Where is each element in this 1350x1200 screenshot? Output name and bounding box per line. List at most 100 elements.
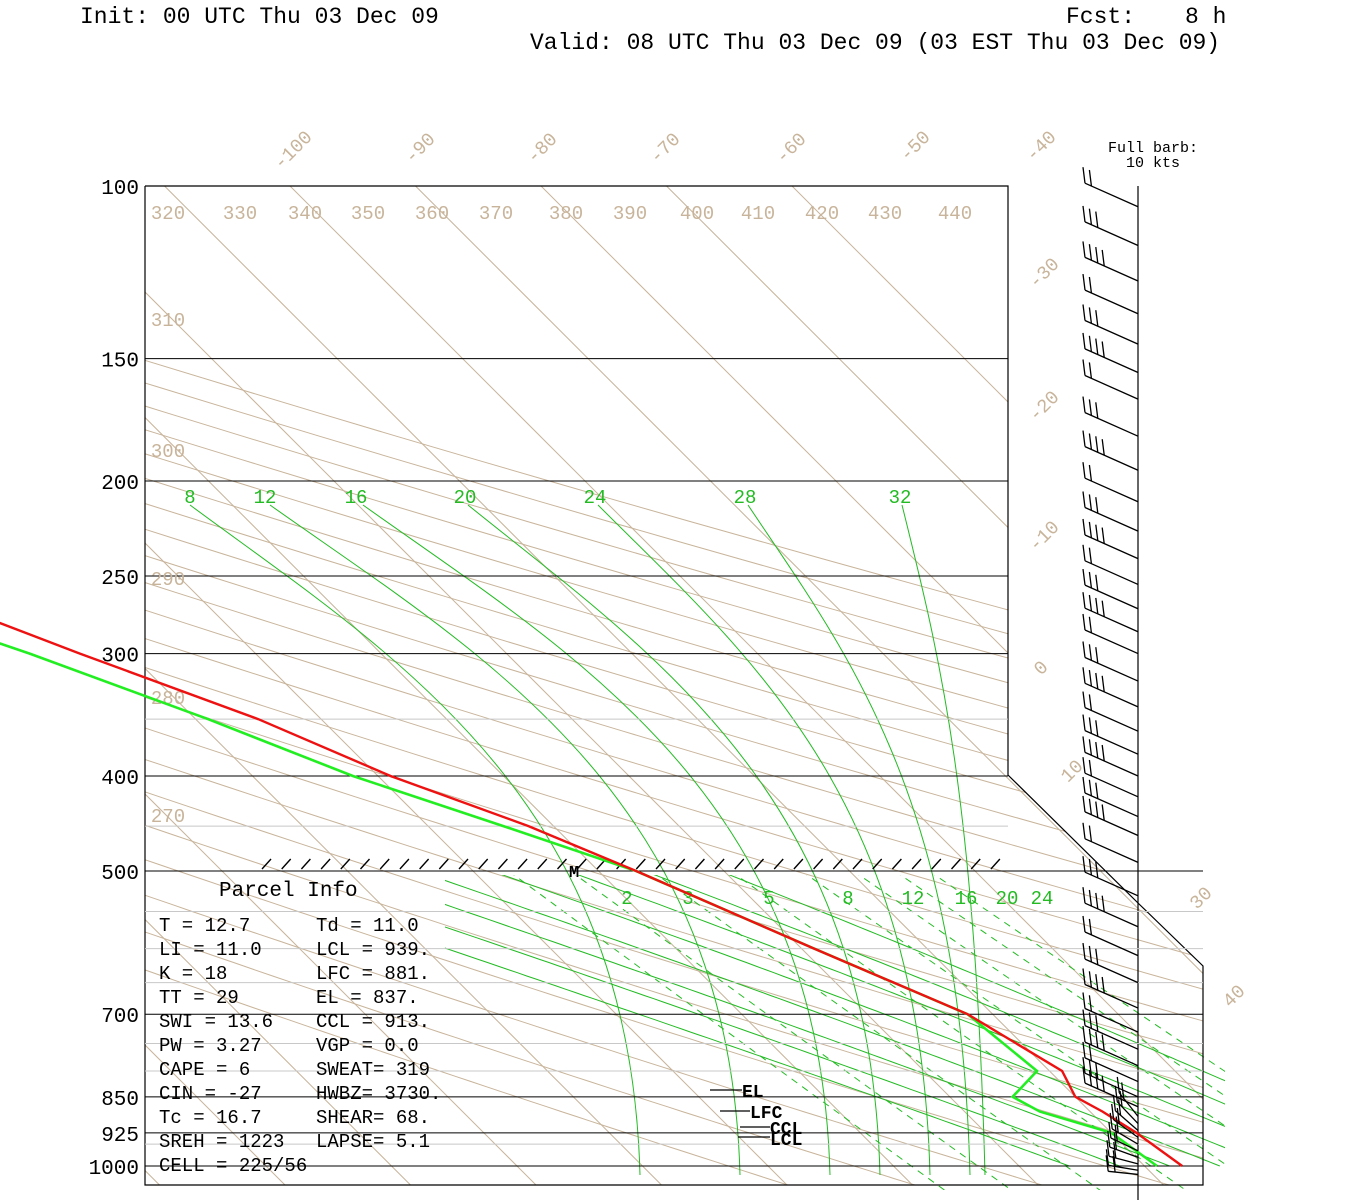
hatch-mark (320, 858, 331, 870)
hatch-mark (990, 858, 1001, 870)
hatch-mark (635, 858, 646, 870)
level-marker-label: LFC (750, 1104, 783, 1124)
wind-barb-flag (1108, 1121, 1112, 1139)
wind-barb-shaft (1084, 772, 1139, 798)
wind-barb-flag (1088, 779, 1093, 796)
theta-label: 350 (351, 203, 385, 225)
wind-barb-flag (1095, 1062, 1099, 1079)
dry-adiabat-line (145, 186, 1203, 1185)
level-marker-label: EL (742, 1083, 764, 1103)
parcel-stat-left: SREH = 1223 (159, 1131, 284, 1153)
wind-barb-flag (1088, 335, 1093, 352)
parcel-stat-right: SWEAT= 319 (316, 1059, 430, 1081)
wind-barb-shaft (1084, 477, 1139, 503)
theta-label: 360 (415, 203, 449, 225)
hatch-mark (950, 858, 962, 870)
hatch-mark (911, 858, 922, 870)
mixing-ratio-label: 12 (902, 888, 925, 910)
isotherm-label: 40 (1219, 981, 1251, 1013)
theta-label: 410 (741, 203, 775, 225)
dry-adiabat-line (145, 186, 1203, 1185)
moist-adiabat-line (728, 875, 1225, 1082)
parcel-stat-right: EL = 837. (316, 987, 419, 1009)
hatch-mark (438, 858, 449, 870)
parcel-stat-left: SWI = 13.6 (159, 1011, 273, 1033)
wind-barb-flag (1082, 641, 1086, 658)
wind-barb-flag (1088, 433, 1093, 450)
isotherm-label: -20 (1025, 387, 1065, 427)
wind-barb-shaft (1084, 838, 1139, 863)
wind-barb-flag (1095, 338, 1099, 355)
hatch-mark (694, 858, 705, 870)
isotherm-line (495, 186, 1203, 1185)
wind-barb-flag (1082, 1041, 1086, 1058)
wind-barb-shaft (1084, 1072, 1139, 1098)
wind-barb-flag (1088, 276, 1093, 294)
wind-barb-flag (1112, 1150, 1116, 1167)
mixing-ratio-label: 8 (842, 888, 853, 910)
forecast-label: Fcst: (1066, 4, 1136, 30)
parcel-stat-right: LCL = 939. (316, 939, 430, 961)
wind-barb-flag (1095, 597, 1099, 614)
wind-barb-flag (1088, 594, 1093, 612)
wind-barb-shaft (1084, 534, 1139, 560)
mixing-ratio-label: 24 (1031, 888, 1054, 910)
wind-barb-flag (1082, 1057, 1086, 1074)
diagram-frame (144, 185, 1204, 1186)
wind-barb-flag (1114, 1085, 1118, 1102)
pressure-tick-label: 150 (101, 351, 139, 374)
hatch-mark (576, 858, 587, 870)
isotherm-label: -80 (523, 129, 563, 169)
isotherm-label: 0 (1030, 657, 1054, 681)
moist-adiabat-label: 8 (184, 487, 195, 509)
wind-barb-flag (1088, 739, 1093, 756)
wind-barb-flag (1082, 491, 1086, 508)
dry-adiabat-line (145, 186, 1203, 1185)
hatch-mark (832, 858, 843, 870)
wind-barb-shaft (1084, 983, 1139, 1009)
wind-barb-flag (1116, 1107, 1120, 1125)
temperature-profile (0, 621, 1183, 1167)
hatch-mark (675, 858, 686, 870)
wind-barb-flag (1082, 241, 1086, 258)
wind-barb-flag (1088, 208, 1093, 225)
mixing-ratio-label: 20 (996, 888, 1019, 910)
valid-time: Valid: 08 UTC Thu 03 Dec 09 (03 EST Thu … (530, 30, 1221, 56)
wind-barb-flag (1088, 571, 1093, 589)
moist-adiabat-line (269, 504, 741, 1176)
dry-adiabat-line (145, 186, 1203, 1185)
moist-adiabat-label: 20 (454, 487, 477, 509)
pressure-tick-label: 400 (101, 768, 139, 791)
wind-barb-shaft (1114, 1110, 1139, 1132)
wind-barb-flag (1082, 736, 1086, 753)
parcel-stat-left: CELL = 225/56 (159, 1155, 307, 1177)
hatch-mark (714, 858, 725, 870)
parcel-stat-right: SHEAR= 68. (316, 1107, 430, 1129)
parcel-stat-right: VGP = 0.0 (316, 1035, 419, 1057)
wind-barb-flag (1088, 945, 1093, 962)
isotherm-label: -30 (1025, 254, 1065, 294)
dewpoint-profile (0, 642, 1158, 1168)
hatch-mark (655, 858, 666, 870)
moist-adiabat-label: 12 (254, 487, 277, 509)
isotherm-label: -70 (646, 129, 686, 169)
hatch-mark (261, 858, 272, 870)
wind-barb-flag (1105, 1155, 1109, 1172)
wind-barb-flag (1101, 744, 1105, 762)
hatch-mark (478, 858, 489, 870)
wind-barb-shaft (1084, 221, 1139, 247)
wind-barb-flag (1095, 1072, 1099, 1089)
wind-barb-flag (1101, 675, 1105, 692)
hatch-mark (419, 858, 430, 870)
wind-barb-flag (1082, 968, 1086, 985)
wind-barb-flag (1106, 1140, 1110, 1157)
level-marker-label: CCL (770, 1120, 802, 1140)
wind-barb-shaft (1084, 931, 1139, 957)
wind-barb-flag (1101, 804, 1105, 821)
mixing-ratio-label: 16 (955, 888, 978, 910)
wind-barb-flag (1101, 249, 1105, 266)
moist-adiabat-label: 16 (345, 487, 368, 509)
wind-barb-flag (1105, 1149, 1110, 1166)
wind-barb-flag (1088, 1060, 1093, 1077)
wind-barb-flag (1101, 439, 1105, 456)
